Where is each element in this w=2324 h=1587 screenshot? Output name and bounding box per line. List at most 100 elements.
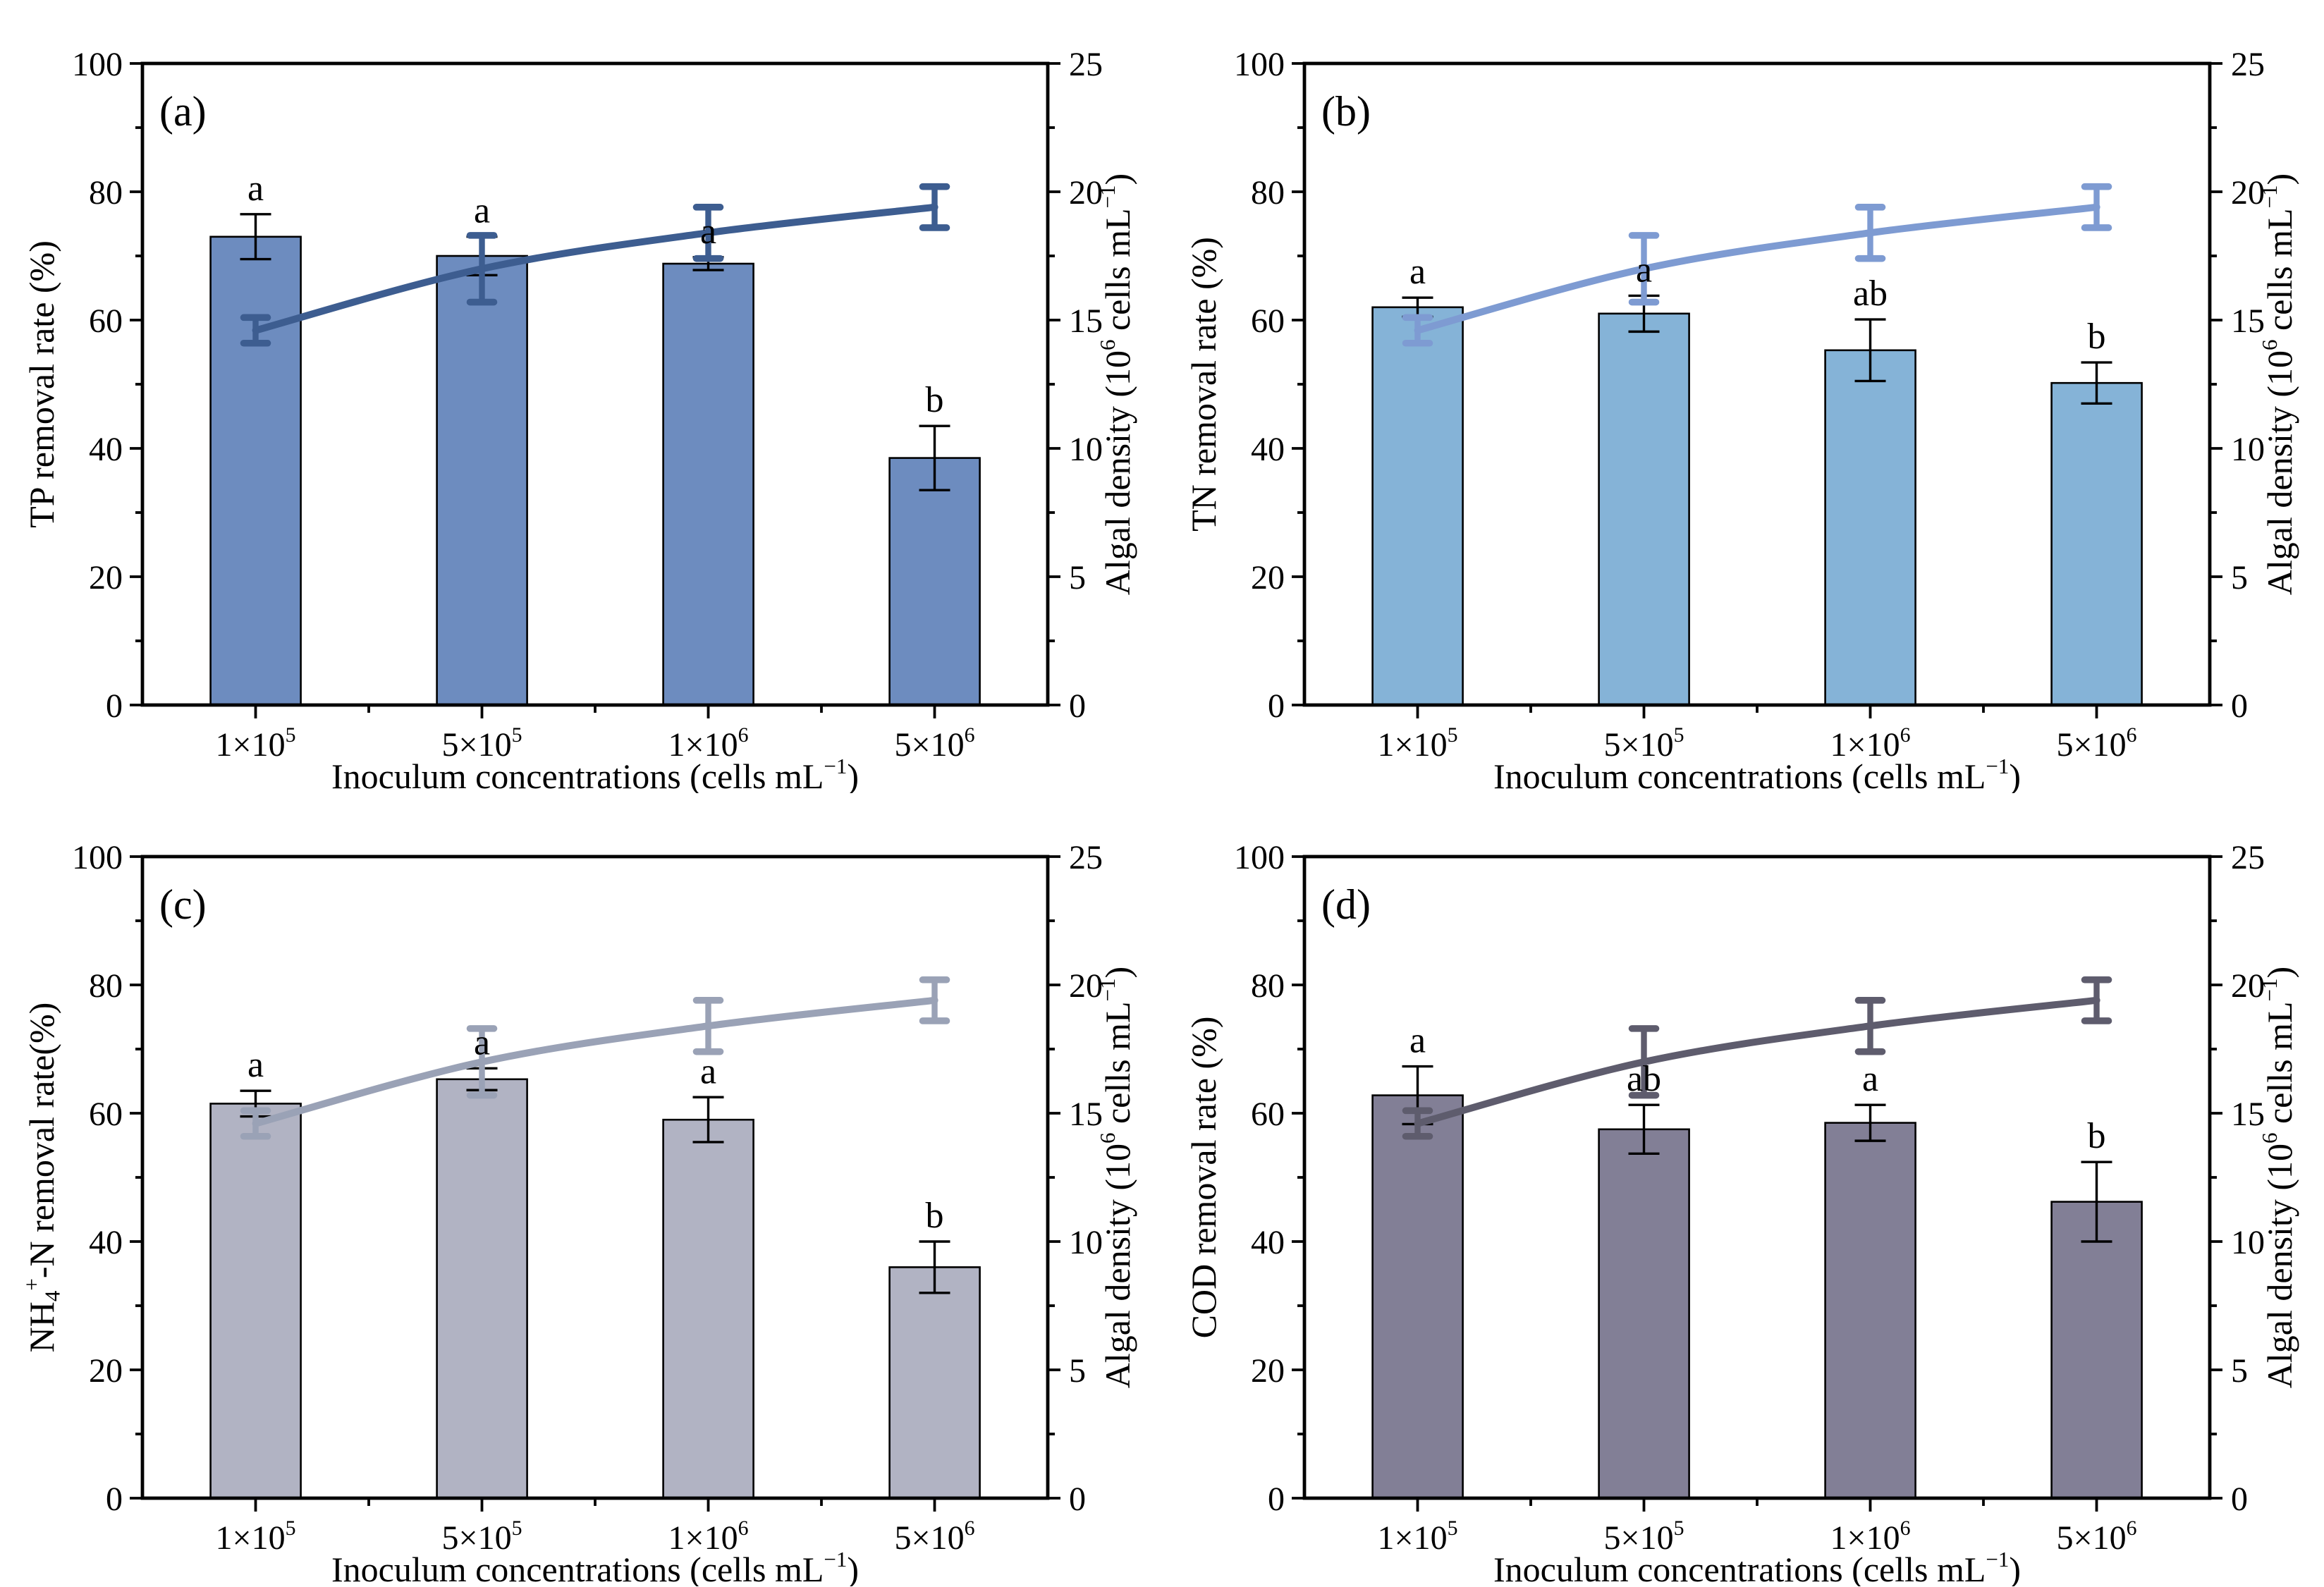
panel-label: (c) [159,881,207,928]
panel-c: a a a b 0 20 40 60 80 100 0 5 10 15 20 25 1×105 5×105 1×10… [0,793,1162,1586]
bar [1598,312,1690,706]
right-tick-label: 0 [1069,687,1086,725]
panel-label: (b) [1321,88,1371,135]
right-tick-label: 25 [1069,839,1103,876]
bar [436,255,528,706]
bar [662,262,754,706]
y-axis-title-right: Algal density (106 cells mL−1) [2257,173,2299,595]
right-tick-label: 15 [1069,1096,1103,1133]
right-tick-label: 10 [1069,431,1103,468]
right-tick-label: 20 [1069,174,1103,212]
x-tick-label: 1×105 [1378,1516,1458,1557]
left-tick-label: 0 [106,687,123,725]
bar [1824,1122,1916,1500]
right-tick-label: 20 [2231,174,2265,212]
significance-letter: ab [1853,274,1888,314]
left-tick-label: 60 [89,1096,123,1133]
y-axis-title-left: COD removal rate (%) [1184,1017,1223,1339]
right-tick-label: 20 [1069,967,1103,1005]
significance-letter: ab [1627,1059,1661,1099]
left-tick-label: 80 [89,967,123,1005]
algal-density-line [252,996,938,1127]
bar-series [1371,1094,2143,1500]
left-tick-label: 0 [1268,1481,1285,1518]
right-tick-label: 0 [1069,1481,1086,1518]
y-axis-title-right: Algal density (106 cells mL−1) [1095,967,1137,1388]
bar [1824,349,1916,706]
bar [1371,306,1464,706]
significance-letter: a [474,1022,490,1062]
right-tick-label: 0 [2231,687,2248,725]
significance-letter: b [2088,317,2106,357]
left-tick-label: 20 [1251,559,1285,596]
bar [1598,1128,1690,1500]
left-tick-label: 20 [89,559,123,596]
significance-letter: b [926,380,944,420]
right-tick-label: 15 [2231,1096,2265,1133]
left-tick-label: 40 [1251,1224,1285,1261]
algal-density-line [1414,996,2100,1127]
right-tick-label: 0 [2231,1481,2248,1518]
bar-error-bars [240,213,950,491]
left-tick-label: 100 [72,46,123,83]
significance-letter: a [474,191,490,231]
bar-error-bars [1402,294,2112,405]
line-error-bars [240,976,950,1140]
left-tick-label: 80 [1251,967,1285,1005]
x-tick-label: 1×105 [216,723,296,764]
algal-density-line [252,203,938,334]
x-tick-label: 5×106 [895,723,975,764]
x-tick-label: 1×106 [1830,723,1911,764]
bar [888,457,981,706]
left-tick-label: 60 [89,302,123,340]
bar [888,1266,981,1500]
x-tick-label: 1×105 [216,1516,296,1557]
line-error-bars [240,183,950,347]
bar [2050,381,2143,706]
left-tick-label: 0 [1268,687,1285,725]
x-axis-title: Inoculum concentrations (cells mL−1) [331,754,859,793]
axis-ticks [130,62,1060,718]
bar-series [209,1078,981,1500]
left-tick-label: 20 [1251,1352,1285,1390]
bar [209,1103,302,1500]
x-tick-label: 5×105 [442,723,522,764]
left-tick-label: 0 [106,1481,123,1518]
significance-letter: a [247,1045,264,1085]
panel-label: (a) [159,88,207,135]
left-tick-label: 100 [1234,46,1285,83]
significance-letter: a [1409,252,1426,292]
right-tick-label: 5 [2231,559,2248,596]
x-tick-label: 1×106 [668,723,749,764]
significance-letter: a [1409,1021,1426,1061]
bar [1371,1094,1464,1500]
right-tick-label: 5 [1069,559,1086,596]
significance-letter: b [926,1196,944,1236]
significance-letter: a [1862,1059,1878,1099]
axis-ticks [1292,62,2222,718]
panel-d: a ab a b 0 20 40 60 80 100 0 5 10 15 20 25 1×105 5×105 1×1… [1162,793,2324,1586]
x-axis-title: Inoculum concentrations (cells mL−1) [1493,754,2021,793]
algal-density-line [1414,203,2100,334]
x-tick-label: 1×105 [1378,723,1458,764]
panel-label: (d) [1321,881,1371,928]
x-tick-label: 5×106 [2057,1516,2137,1557]
y-axis-title-left: TP removal rate (%) [22,240,61,528]
x-tick-label: 5×105 [442,1516,522,1557]
left-tick-label: 40 [89,1224,123,1261]
right-tick-label: 25 [2231,839,2265,876]
left-tick-label: 40 [1251,431,1285,468]
y-axis-title-left: TN removal rate (%) [1184,237,1223,532]
bar [2050,1201,2143,1500]
axis-ticks [130,855,1060,1512]
right-tick-label: 10 [2231,431,2265,468]
left-tick-label: 100 [1234,839,1285,876]
right-tick-label: 15 [2231,302,2265,340]
right-tick-label: 20 [2231,967,2265,1005]
right-tick-label: 5 [1069,1352,1086,1390]
right-tick-label: 10 [2231,1224,2265,1261]
significance-letter: b [2088,1116,2106,1156]
right-tick-label: 10 [1069,1224,1103,1261]
